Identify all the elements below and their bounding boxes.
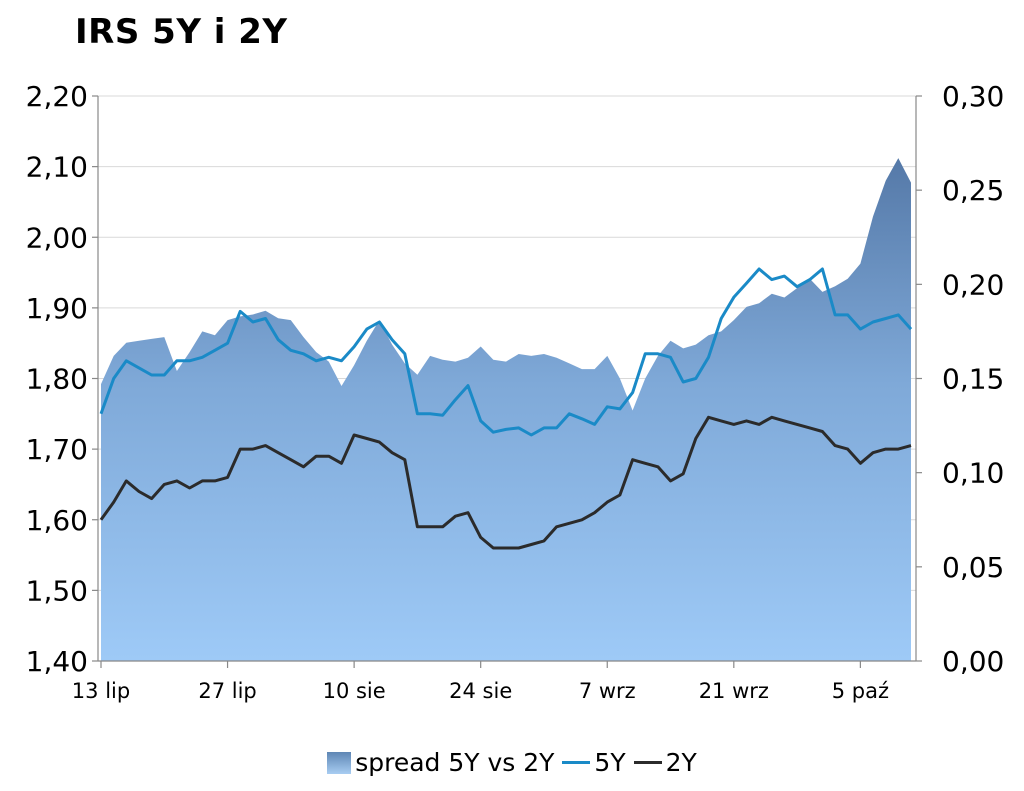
left-tick-label: 2,10 [26, 151, 88, 184]
right-tick-label: 0,15 [942, 363, 1004, 396]
right-tick-label: 0,25 [942, 174, 1004, 207]
right-tick-label: 0,00 [942, 645, 1004, 678]
x-tick-label: 10 sie [323, 679, 386, 703]
x-tick-label: 24 sie [449, 679, 512, 703]
left-tick-label: 1,40 [26, 645, 88, 678]
axes [92, 95, 922, 668]
x-tick-label: 5 paź [832, 679, 889, 703]
legend-item-2y: 2Y [633, 748, 697, 777]
right-tick-label: 0,05 [942, 551, 1004, 584]
right-tick-label: 0,10 [942, 457, 1004, 490]
legend-label-spread: spread 5Y vs 2Y [355, 748, 555, 777]
left-tick-label: 1,50 [26, 574, 88, 607]
left-tick-label: 1,70 [26, 433, 88, 466]
x-tick-label: 27 lip [198, 679, 256, 703]
series-2y-line [99, 415, 912, 550]
legend-swatch-2y [633, 761, 662, 764]
left-tick-label: 2,00 [26, 221, 88, 254]
x-tick-label: 13 lip [72, 679, 130, 703]
x-tick-label: 7 wrz [579, 679, 636, 703]
left-axis-ticks: 1,40 1,50 1,60 1,70 1,80 1,90 2,00 2,10 2,20 [26, 80, 88, 678]
series-5y-line [99, 267, 913, 437]
right-axis-ticks: 0,00 0,05 0,10 0,15 0,20 0,25 0,30 [942, 80, 1004, 678]
left-tick-label: 2,20 [26, 80, 88, 113]
legend: spread 5Y vs 2Y 5Y 2Y [0, 748, 1024, 777]
legend-swatch-5y [562, 761, 591, 764]
right-tick-label: 0,20 [942, 268, 1004, 301]
left-tick-label: 1,80 [26, 363, 88, 396]
lines-layer [99, 267, 913, 550]
chart: 1,40 1,50 1,60 1,70 1,80 1,90 2,00 2,10 2,20 0,0… [26, 80, 1005, 703]
left-tick-label: 1,60 [26, 504, 88, 537]
legend-label-2y: 2Y [665, 748, 697, 777]
spread-area-layer [101, 158, 911, 661]
legend-swatch-spread [327, 751, 352, 774]
chart-title: IRS 5Y i 2Y [75, 12, 288, 52]
legend-item-5y: 5Y [562, 748, 626, 777]
right-tick-label: 0,30 [942, 80, 1004, 113]
series-spread-area [101, 158, 911, 661]
legend-label-5y: 5Y [594, 748, 626, 777]
legend-item-spread: spread 5Y vs 2Y [327, 748, 554, 777]
left-tick-label: 1,90 [26, 292, 88, 325]
x-axis-ticks: 13 lip 27 lip 10 sie 24 sie 7 wrz 21 wrz 5 paź [72, 679, 889, 703]
x-tick-label: 21 wrz [699, 679, 769, 703]
